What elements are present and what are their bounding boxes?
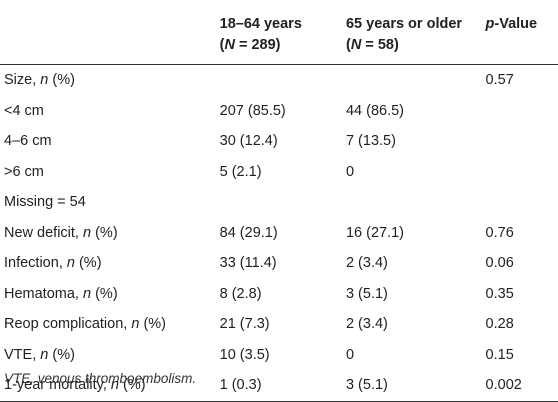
row-label-suffix: (%) [118, 377, 146, 394]
header-65-older-open: ( [345, 37, 351, 53]
row-label-text: <4 cm [4, 102, 44, 119]
table-row: Size, n (%) 0.57 [0, 65, 558, 96]
cell-p-value: 0.28 [485, 316, 514, 333]
row-label-text: >6 cm [4, 163, 44, 180]
row-label-italic: n [110, 377, 119, 394]
header-18-64-n: N [224, 37, 235, 53]
table-row: Missing = 54 [0, 187, 558, 218]
cell-65-older: 2 (3.4) [345, 255, 388, 272]
header-18-64-line1: 18–64 years [219, 16, 302, 32]
cell-65-older: 3 (5.1) [345, 377, 388, 394]
header-row: 18–64 years (N = 289) 65 years or older … [0, 8, 558, 65]
row-label-italic: n [131, 316, 140, 333]
outcomes-table: 18–64 years (N = 289) 65 years or older … [0, 8, 558, 402]
row-label-italic: n [66, 255, 75, 272]
cell-65-older: 3 (5.1) [345, 285, 388, 302]
table-row: New deficit, n (%) 84 (29.1) 16 (27.1) 0.76 [0, 218, 558, 249]
table-footnote: VTE, venous thromboembolism. [4, 371, 197, 386]
header-65-older-count: = 58) [361, 37, 399, 53]
cell-18-64: 33 (11.4) [219, 255, 277, 272]
row-label: VTE, n (%) [0, 340, 212, 371]
row-label-suffix: (%) [91, 224, 118, 241]
cell-p-value: 0.57 [485, 72, 514, 89]
row-label-suffix: (%) [74, 255, 102, 272]
row-label: Hematoma, n (%) [0, 279, 212, 310]
row-label-suffix: (%) [48, 72, 75, 89]
row-label: >6 cm [0, 157, 212, 188]
header-label-cell [0, 8, 212, 65]
row-label-italic: n [40, 72, 49, 89]
header-18-64-open: ( [219, 37, 225, 53]
row-label: 4–6 cm [0, 126, 212, 157]
row-label-text: Infection, [4, 255, 67, 272]
row-label-suffix: (%) [139, 316, 167, 333]
row-label: Size, n (%) [0, 65, 212, 96]
cell-18-64: 10 (3.5) [219, 346, 270, 363]
cell-18-64 [212, 187, 338, 218]
cell-p-value: 0.35 [485, 285, 514, 302]
cell-p-value: 0.15 [485, 346, 514, 363]
table-row: <4 cm 207 (85.5) 44 (86.5) [0, 96, 558, 127]
header-65-older: 65 years or older (N = 58) [338, 8, 478, 65]
cell-p-value [478, 126, 558, 157]
cell-65-older: 7 (13.5) [345, 133, 396, 150]
row-label-italic: n [82, 285, 92, 302]
header-p-rest: -Value [494, 16, 538, 32]
table-row: Hematoma, n (%) 8 (2.8) 3 (5.1) 0.35 [0, 279, 558, 310]
header-18-64: 18–64 years (N = 289) [212, 8, 338, 65]
header-p-value: p-Value [478, 8, 558, 65]
table-row: 4–6 cm 30 (12.4) 7 (13.5) [0, 126, 558, 157]
cell-18-64: 84 (29.1) [219, 224, 278, 241]
cell-65-older [338, 65, 478, 96]
header-18-64-count: = 289) [234, 37, 281, 53]
row-label: 1-year mortality, n (%) [0, 370, 212, 401]
row-label-text: 1-year mortality, [4, 377, 111, 394]
table-row: Reop complication, n (%) 21 (7.3) 2 (3.4) 0… [0, 309, 558, 340]
cell-p-value [478, 157, 558, 188]
header-p-italic: p [485, 16, 495, 32]
table-row: >6 cm 5 (2.1) 0 [0, 157, 558, 188]
row-label-italic: n [40, 346, 49, 363]
row-label: Infection, n (%) [0, 248, 212, 279]
cell-p-value: 0.002 [485, 377, 522, 394]
cell-18-64: 8 (2.8) [219, 285, 262, 302]
header-65-older-line1: 65 years or older [345, 16, 463, 32]
cell-p-value: 0.06 [485, 255, 514, 272]
cell-p-value [478, 187, 558, 218]
table-header: 18–64 years (N = 289) 65 years or older … [0, 8, 558, 65]
row-label-text: Reop complication, [4, 316, 132, 333]
table-row: VTE, n (%) 10 (3.5) 0 0.15 [0, 340, 558, 371]
cell-65-older: 2 (3.4) [345, 316, 388, 333]
row-label-text: Missing = 54 [4, 194, 86, 211]
cell-18-64: 5 (2.1) [219, 163, 262, 180]
row-label: New deficit, n (%) [0, 218, 212, 249]
cell-18-64 [212, 65, 338, 96]
row-label: Reop complication, n (%) [0, 309, 212, 340]
row-label-italic: n [82, 224, 92, 241]
row-label-suffix: (%) [91, 285, 118, 302]
cell-18-64: 1 (0.3) [219, 377, 262, 394]
cell-65-older: 16 (27.1) [345, 224, 405, 241]
header-65-older-n: N [350, 37, 362, 53]
cell-65-older [338, 187, 478, 218]
cell-p-value: 0.76 [485, 224, 514, 241]
row-label-text: VTE, [4, 346, 41, 363]
cell-p-value [478, 96, 558, 127]
cell-65-older: 0 [345, 346, 355, 363]
cell-65-older: 0 [345, 163, 355, 180]
row-label-text: Size, [4, 72, 41, 89]
row-label-text: 4–6 cm [4, 133, 52, 150]
table-row: Infection, n (%) 33 (11.4) 2 (3.4) 0.06 [0, 248, 558, 279]
cell-18-64: 207 (85.5) [219, 102, 286, 119]
row-label-text: New deficit, [4, 224, 83, 241]
row-label-text: Hematoma, [4, 285, 83, 302]
table-body: Size, n (%) 0.57 <4 cm 207 (85.5) 44 (86.5) 4… [0, 65, 558, 401]
cell-18-64: 30 (12.4) [219, 133, 278, 150]
row-label: Missing = 54 [0, 187, 212, 218]
cell-65-older: 44 (86.5) [345, 102, 405, 119]
row-label: <4 cm [0, 96, 212, 127]
cell-18-64: 21 (7.3) [219, 316, 270, 333]
row-label-suffix: (%) [48, 346, 75, 363]
